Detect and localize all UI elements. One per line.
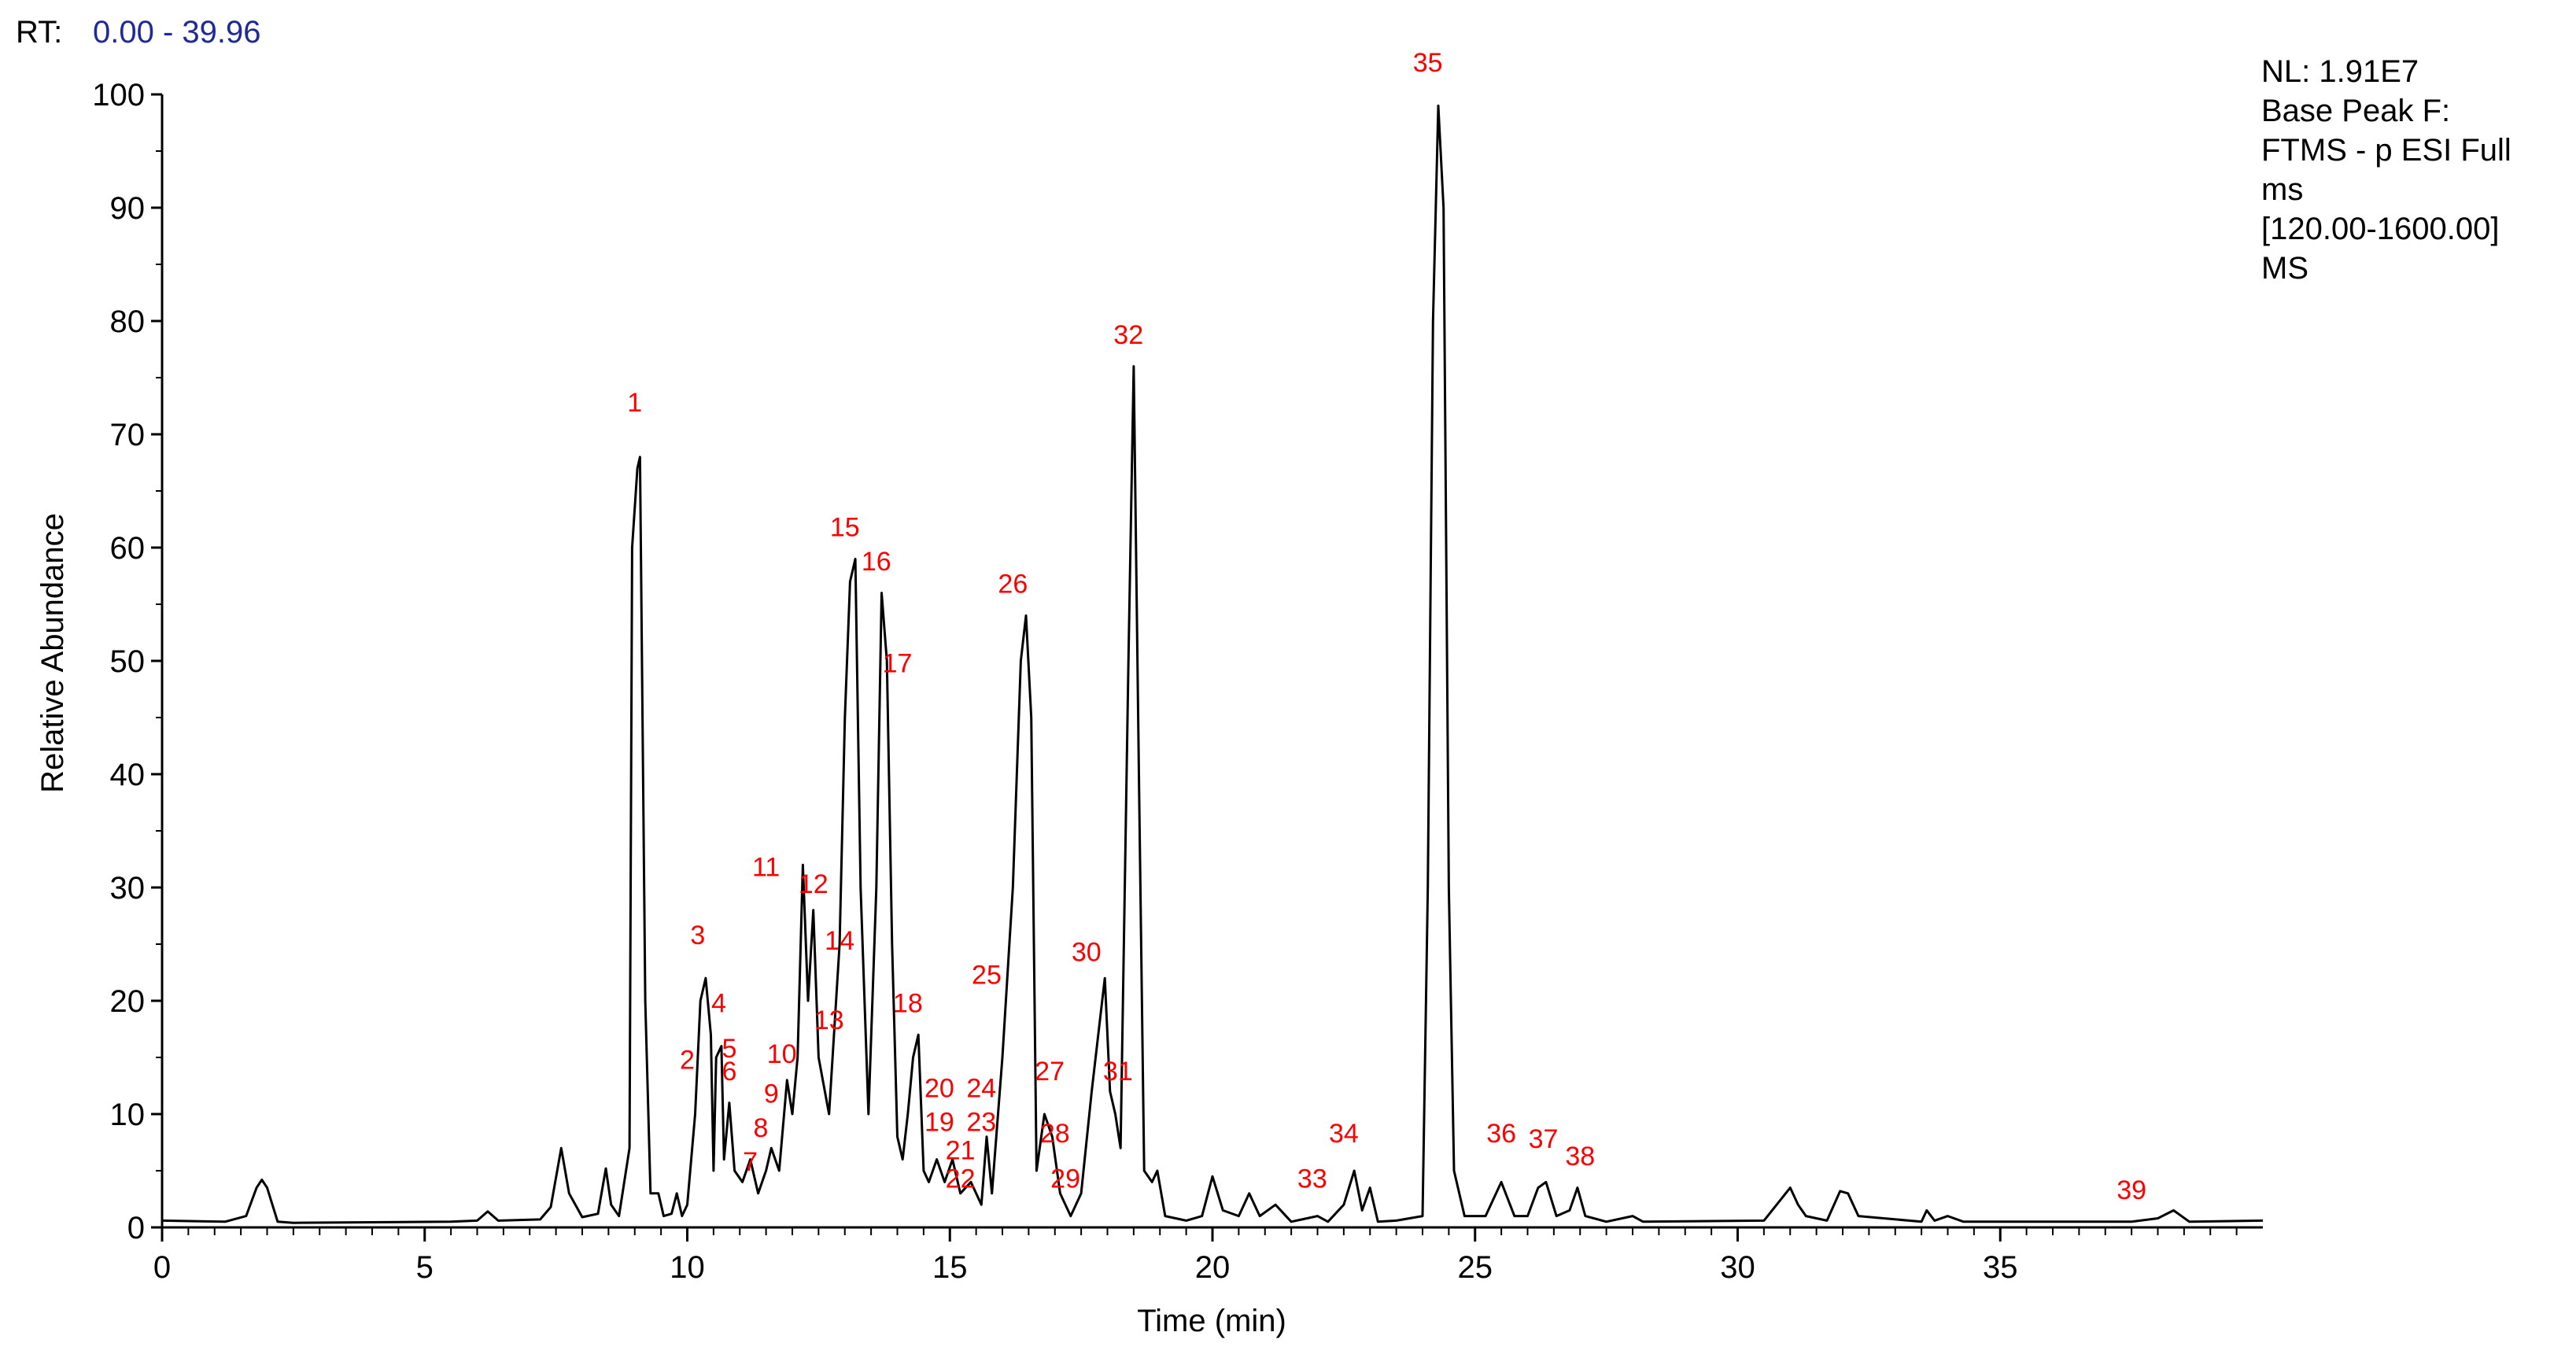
peak-label-33: 33 [1297, 1164, 1327, 1194]
chromatogram-trace [161, 104, 2264, 1224]
x-tick-label: 10 [670, 1250, 705, 1285]
peak-label-6: 6 [722, 1057, 736, 1087]
y-tick-label: 10 [110, 1098, 146, 1132]
peak-label-22: 22 [946, 1164, 976, 1194]
peak-label-3: 3 [690, 921, 705, 950]
y-tick-label: 100 [92, 78, 145, 113]
peak-label-4: 4 [711, 988, 726, 1018]
y-axis-title: Relative Abundance [35, 513, 70, 793]
peak-label-28: 28 [1040, 1119, 1070, 1149]
x-tick-label: 35 [1983, 1250, 2018, 1285]
peak-label-17: 17 [883, 648, 913, 678]
peak-label-27: 27 [1035, 1057, 1065, 1087]
info-line: Base Peak F: [2261, 94, 2450, 128]
x-tick-label: 20 [1195, 1250, 1231, 1285]
x-axis-title: Time (min) [1137, 1304, 1286, 1338]
y-tick-label: 90 [110, 191, 146, 226]
peak-label-29: 29 [1050, 1164, 1080, 1194]
peak-label-39: 39 [2117, 1175, 2146, 1205]
peak-label-34: 34 [1329, 1119, 1359, 1149]
peak-label-15: 15 [830, 513, 860, 543]
peak-label-14: 14 [825, 926, 854, 956]
peak-label-13: 13 [814, 1006, 844, 1035]
x-tick-label: 0 [153, 1250, 171, 1285]
peak-label-5: 5 [722, 1034, 736, 1064]
rt-range: 0.00 - 39.96 [93, 15, 261, 50]
peak-label-8: 8 [753, 1113, 768, 1143]
rt-label: RT: [16, 15, 62, 50]
peak-label-20: 20 [924, 1073, 954, 1103]
info-line: [120.00-1600.00] [2261, 212, 2499, 246]
y-tick-label: 30 [110, 871, 146, 906]
peak-label-12: 12 [799, 869, 829, 899]
x-tick-label: 25 [1458, 1250, 1493, 1285]
peak-label-16: 16 [862, 547, 891, 577]
peak-label-19: 19 [924, 1108, 954, 1138]
x-tick-label: 15 [932, 1250, 968, 1285]
y-tick-label: 20 [110, 984, 146, 1019]
peak-label-31: 31 [1103, 1057, 1133, 1087]
peak-label-23: 23 [966, 1108, 996, 1138]
peak-label-35: 35 [1413, 48, 1443, 78]
y-tick-label: 0 [127, 1211, 145, 1245]
peak-label-21: 21 [946, 1136, 976, 1166]
info-block: NL: 1.91E7 Base Peak F: FTMS - p ESI Full m… [2261, 54, 2511, 286]
info-line: FTMS - p ESI Full [2261, 133, 2511, 168]
peak-label-37: 37 [1529, 1124, 1559, 1154]
peak-label-26: 26 [998, 570, 1028, 600]
peak-label-1: 1 [627, 388, 642, 418]
peak-label-36: 36 [1486, 1119, 1516, 1149]
info-line: MS [2261, 251, 2308, 286]
x-tick-label: 5 [416, 1250, 434, 1285]
peak-labels: 1234567891011121314151617181920212223242… [627, 48, 2146, 1205]
x-tick-label: 30 [1720, 1250, 1755, 1285]
y-tick-label: 60 [110, 531, 146, 566]
y-tick-label: 50 [110, 644, 146, 679]
peak-label-7: 7 [743, 1147, 758, 1177]
x-axis: 0 5 10 15 20 25 30 35 [153, 1226, 2263, 1285]
info-line: ms [2261, 172, 2303, 207]
peak-label-30: 30 [1072, 938, 1102, 968]
peak-label-38: 38 [1565, 1142, 1595, 1172]
peak-label-2: 2 [680, 1045, 695, 1075]
peak-label-11: 11 [752, 853, 780, 883]
y-tick-label: 80 [110, 304, 146, 339]
peak-label-32: 32 [1113, 320, 1143, 350]
peak-label-25: 25 [972, 960, 1002, 990]
y-tick-label: 70 [110, 418, 146, 452]
y-tick-label: 40 [110, 758, 146, 792]
peak-label-9: 9 [764, 1079, 779, 1109]
info-line: NL: 1.91E7 [2261, 54, 2419, 89]
peak-label-18: 18 [893, 988, 923, 1018]
y-axis: 0 10 20 30 40 50 60 70 80 90 100 [92, 78, 164, 1245]
peak-label-24: 24 [966, 1073, 996, 1103]
peak-label-10: 10 [767, 1039, 797, 1069]
